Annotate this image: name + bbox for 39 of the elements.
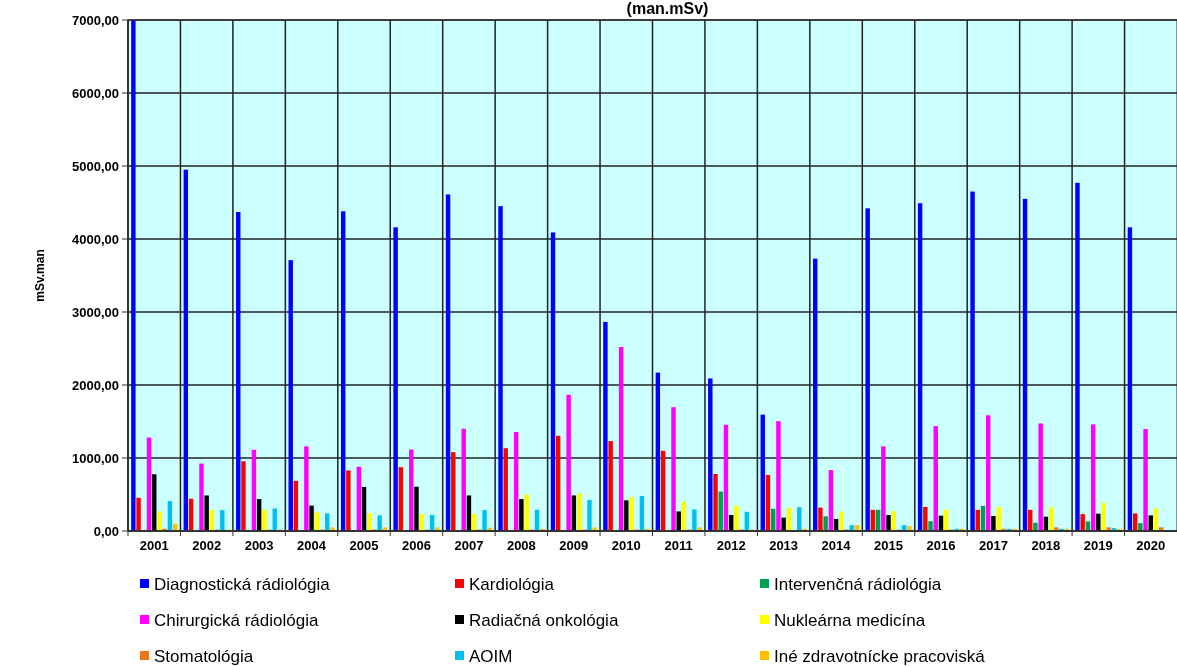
x-tick-label: 2004 bbox=[297, 538, 327, 553]
x-tick-label: 2003 bbox=[244, 538, 274, 553]
legend-label: Iné zdravotnícke pracoviská bbox=[774, 646, 986, 666]
x-tick-label: 2008 bbox=[506, 538, 536, 553]
legend-label: Nukleárna medicína bbox=[774, 610, 926, 630]
legend-label: AOIM bbox=[469, 646, 513, 666]
y-tick-label: 0,00 bbox=[93, 523, 119, 539]
x-tick-label: 2001 bbox=[139, 538, 169, 553]
x-tick-label: 2005 bbox=[349, 538, 379, 553]
x-tick-label: 2011 bbox=[664, 538, 693, 553]
legend-label: Intervenčná rádiológia bbox=[774, 574, 942, 594]
legend-label: Stomatológia bbox=[154, 646, 254, 666]
x-tick-label: 2013 bbox=[769, 538, 799, 553]
y-tick-label: 1000,00 bbox=[72, 450, 119, 466]
x-tick-label: 2002 bbox=[192, 538, 222, 553]
x-tick-label: 2018 bbox=[1031, 538, 1061, 553]
y-tick-label: 6000,00 bbox=[72, 85, 119, 101]
y-tick-label: 2000,00 bbox=[72, 377, 119, 393]
x-tick-label: 2006 bbox=[402, 538, 431, 553]
x-tick-label: 2015 bbox=[874, 538, 903, 553]
x-tick-label: 2007 bbox=[454, 538, 484, 553]
x-tick-label: 2014 bbox=[821, 538, 852, 553]
x-tick-label: 2019 bbox=[1083, 538, 1113, 553]
legend-label: Diagnostická rádiológia bbox=[154, 574, 331, 594]
legend-label: Radiačná onkológia bbox=[469, 610, 619, 630]
x-tick-label: 2017 bbox=[978, 538, 1008, 553]
x-tick-label: 2020 bbox=[1136, 538, 1166, 553]
y-tick-label: 5000,00 bbox=[72, 158, 119, 174]
legend-label: Chirurgická rádiológia bbox=[154, 610, 319, 630]
y-tick-label: 7000,00 bbox=[72, 12, 119, 28]
x-tick-label: 2010 bbox=[611, 538, 641, 553]
x-tick-label: 2012 bbox=[716, 538, 746, 553]
chart-title: (man.mSv) bbox=[626, 0, 709, 17]
legend-label: Kardiológia bbox=[469, 574, 555, 594]
y-axis-title: mSv.man bbox=[33, 249, 47, 302]
y-tick-label: 4000,00 bbox=[72, 231, 119, 247]
x-tick-label: 2016 bbox=[926, 538, 956, 553]
x-tick-label: 2009 bbox=[559, 538, 589, 553]
y-tick-label: 3000,00 bbox=[72, 304, 119, 320]
